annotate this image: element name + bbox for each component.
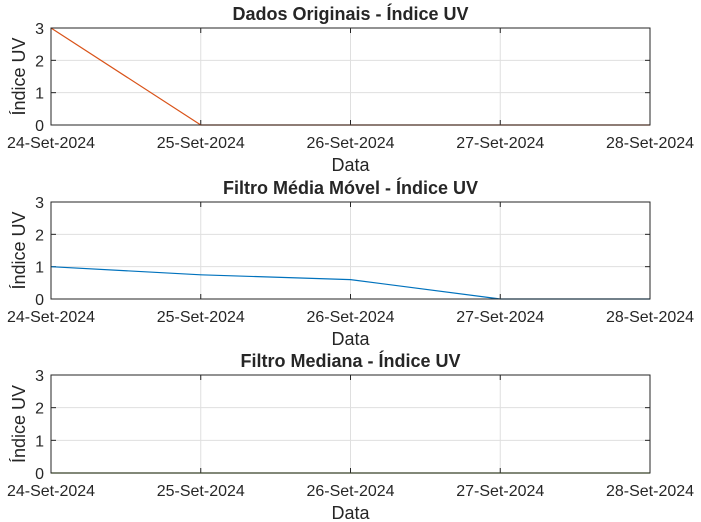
x-tick-label: 28-Set-2024 [606, 483, 694, 500]
y-tick-label: 1 [35, 86, 44, 103]
x-tick-label: 28-Set-2024 [606, 309, 694, 326]
x-tick-label: 26-Set-2024 [306, 135, 394, 152]
y-tick-label: 0 [35, 118, 44, 135]
chart-title: Filtro Mediana - Índice UV [240, 350, 460, 371]
chart-panel-3: 24-Set-2024 25-Set-2024 26-Set-2024 27-Set-… [7, 350, 694, 522]
x-tick-label: 25-Set-2024 [157, 309, 245, 326]
chart-title: Dados Originais - Índice UV [232, 3, 468, 24]
y-tick-label: 0 [35, 466, 44, 483]
chart-panel-1: 24-Set-2024 25-Set-2024 26-Set-2024 27-Set-… [7, 3, 694, 175]
y-tick-label: 1 [35, 260, 44, 277]
x-tick-label: 27-Set-2024 [456, 483, 544, 500]
y-axis-label: Índice UV [9, 385, 29, 463]
y-tick-label: 3 [35, 195, 44, 212]
y-tick-label: 3 [35, 368, 44, 385]
y-axis-label: Índice UV [9, 211, 29, 289]
y-tick-label: 2 [35, 227, 44, 244]
x-axis-label: Data [331, 329, 370, 349]
x-tick-label: 24-Set-2024 [7, 135, 95, 152]
y-tick-label: 2 [35, 401, 44, 418]
x-tick-label: 25-Set-2024 [157, 135, 245, 152]
x-tick-label: 26-Set-2024 [306, 309, 394, 326]
x-tick-label: 28-Set-2024 [606, 135, 694, 152]
x-axis-label: Data [331, 155, 370, 175]
chart-title: Filtro Média Móvel - Índice UV [223, 177, 478, 198]
y-tick-label: 2 [35, 53, 44, 70]
y-tick-label: 0 [35, 292, 44, 309]
chart-panel-2: 24-Set-2024 25-Set-2024 26-Set-2024 27-Set-… [7, 177, 694, 349]
x-tick-label: 27-Set-2024 [456, 309, 544, 326]
axes-box [50, 27, 651, 126]
y-axis-label: Índice UV [9, 37, 29, 115]
x-tick-label: 24-Set-2024 [7, 483, 95, 500]
x-tick-label: 25-Set-2024 [157, 483, 245, 500]
x-tick-label: 24-Set-2024 [7, 309, 95, 326]
y-tick-label: 1 [35, 433, 44, 450]
x-tick-label: 26-Set-2024 [306, 483, 394, 500]
axes-box [50, 374, 651, 474]
y-tick-label: 3 [35, 21, 44, 38]
x-axis-label: Data [331, 503, 370, 522]
axes-box [50, 201, 651, 300]
x-tick-label: 27-Set-2024 [456, 135, 544, 152]
